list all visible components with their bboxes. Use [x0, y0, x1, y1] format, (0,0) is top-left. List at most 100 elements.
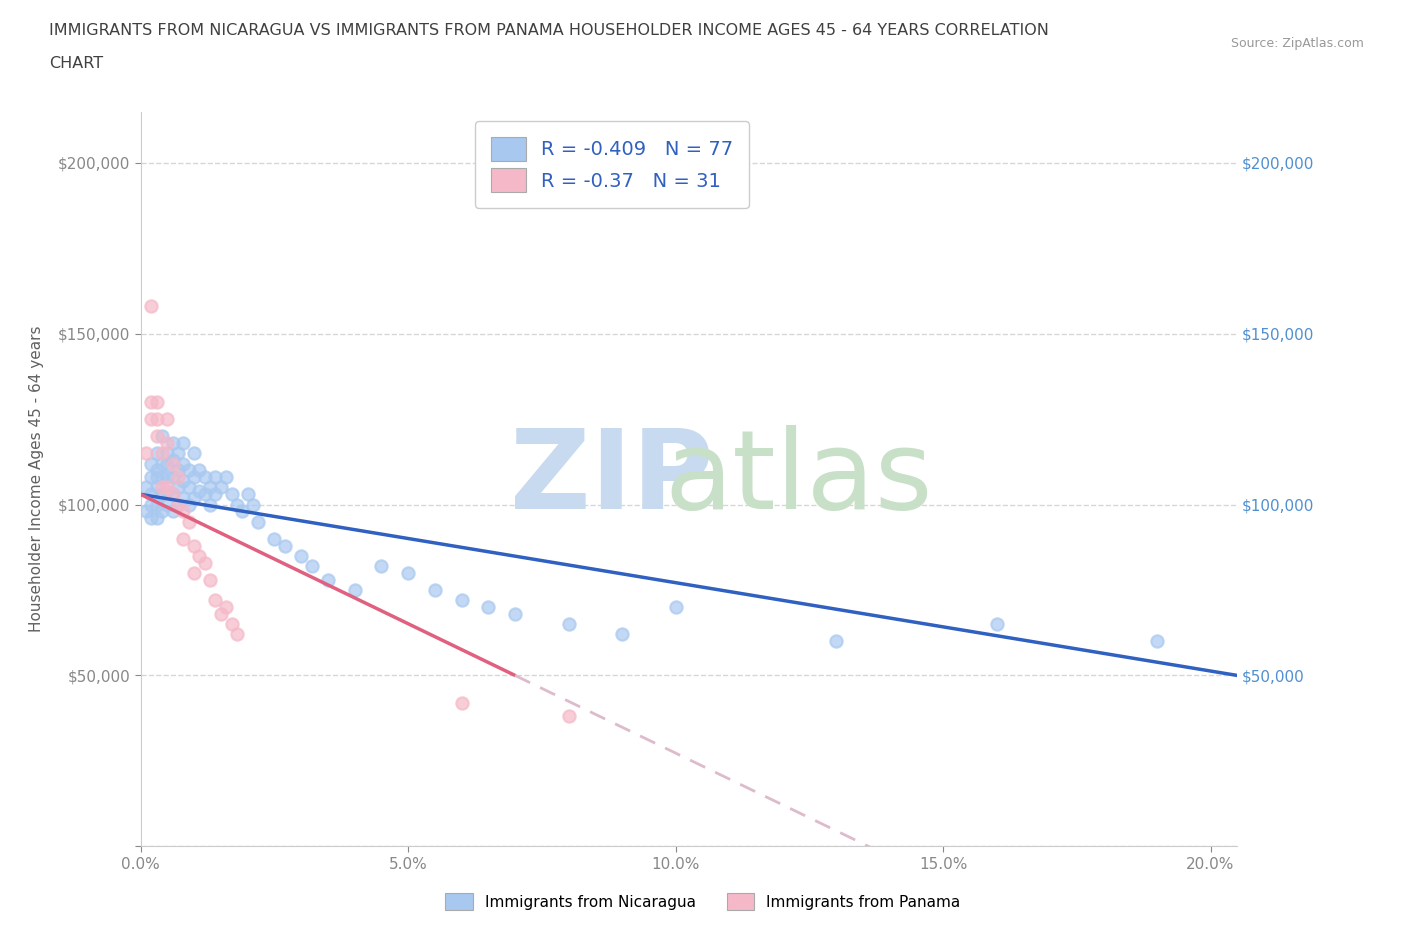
Point	[162, 453, 184, 468]
Point	[183, 565, 205, 580]
Point	[156, 412, 179, 427]
Point	[150, 504, 173, 519]
Point	[183, 470, 205, 485]
Point	[145, 480, 167, 495]
Point	[450, 696, 472, 711]
Point	[150, 456, 173, 471]
Text: CHART: CHART	[49, 56, 103, 71]
Point	[215, 470, 238, 485]
Point	[188, 549, 211, 564]
Point	[183, 490, 205, 505]
Point	[204, 470, 226, 485]
Point	[150, 480, 173, 495]
Point	[183, 445, 205, 460]
Point	[274, 538, 297, 553]
Point	[162, 470, 184, 485]
Point	[209, 606, 232, 621]
Point	[145, 463, 167, 478]
Point	[1253, 559, 1275, 574]
Point	[177, 498, 200, 512]
Text: IMMIGRANTS FROM NICARAGUA VS IMMIGRANTS FROM PANAMA HOUSEHOLDER INCOME AGES 45 -: IMMIGRANTS FROM NICARAGUA VS IMMIGRANTS …	[49, 23, 1049, 38]
Point	[167, 463, 190, 478]
Point	[162, 435, 184, 450]
Text: ZIP: ZIP	[510, 425, 714, 533]
Point	[167, 445, 190, 460]
Point	[198, 498, 221, 512]
Point	[231, 504, 253, 519]
Point	[156, 484, 179, 498]
Point	[172, 435, 194, 450]
Point	[141, 487, 163, 502]
Point	[145, 394, 167, 409]
Point	[141, 470, 163, 485]
Point	[145, 445, 167, 460]
Point	[198, 480, 221, 495]
Point	[209, 480, 232, 495]
Point	[141, 394, 163, 409]
Point	[162, 487, 184, 502]
Point	[135, 480, 157, 495]
Point	[177, 480, 200, 495]
Text: atlas: atlas	[665, 425, 932, 533]
Point	[183, 538, 205, 553]
Point	[150, 487, 173, 502]
Point	[503, 606, 526, 621]
Point	[204, 487, 226, 502]
Legend: Immigrants from Nicaragua, Immigrants from Panama: Immigrants from Nicaragua, Immigrants fr…	[437, 885, 969, 918]
Point	[167, 498, 190, 512]
Point	[825, 634, 848, 649]
Point	[423, 582, 446, 597]
Point	[177, 514, 200, 529]
Point	[172, 473, 194, 488]
Point	[290, 549, 312, 564]
Point	[162, 504, 184, 519]
Point	[141, 511, 163, 525]
Point	[162, 487, 184, 502]
Point	[156, 470, 179, 485]
Point	[156, 480, 179, 495]
Point	[664, 600, 686, 615]
Point	[156, 498, 179, 512]
Point	[225, 498, 247, 512]
Point	[986, 617, 1008, 631]
Point	[141, 412, 163, 427]
Point	[172, 456, 194, 471]
Point	[247, 514, 270, 529]
Point	[167, 470, 190, 485]
Point	[215, 600, 238, 615]
Point	[370, 559, 392, 574]
Point	[156, 435, 179, 450]
Point	[141, 456, 163, 471]
Point	[263, 531, 285, 546]
Point	[167, 480, 190, 495]
Point	[236, 487, 259, 502]
Point	[450, 592, 472, 607]
Point	[135, 445, 157, 460]
Point	[145, 429, 167, 444]
Point	[1146, 634, 1168, 649]
Point	[242, 498, 264, 512]
Point	[188, 463, 211, 478]
Point	[557, 709, 579, 724]
Point	[610, 627, 633, 642]
Point	[194, 487, 217, 502]
Point	[172, 504, 194, 519]
Point	[167, 498, 190, 512]
Point	[156, 456, 179, 471]
Point	[194, 555, 217, 570]
Point	[150, 429, 173, 444]
Point	[396, 565, 419, 580]
Point	[135, 504, 157, 519]
Point	[225, 627, 247, 642]
Point	[156, 445, 179, 460]
Point	[188, 484, 211, 498]
Text: Source: ZipAtlas.com: Source: ZipAtlas.com	[1230, 37, 1364, 50]
Point	[221, 487, 243, 502]
Point	[301, 559, 323, 574]
Point	[150, 445, 173, 460]
Point	[145, 511, 167, 525]
Point	[150, 470, 173, 485]
Y-axis label: Householder Income Ages 45 - 64 years: Householder Income Ages 45 - 64 years	[30, 326, 44, 632]
Point	[172, 531, 194, 546]
Point	[343, 582, 366, 597]
